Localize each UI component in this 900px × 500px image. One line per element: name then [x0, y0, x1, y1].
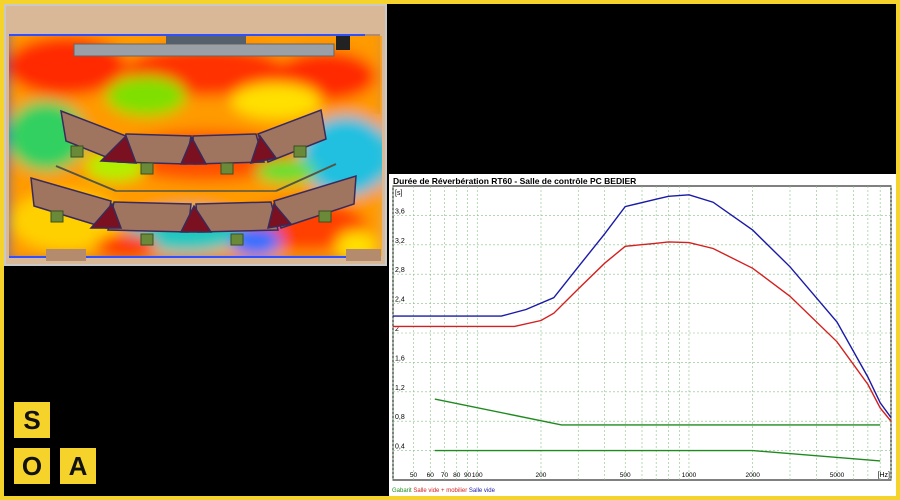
heatmap-image	[6, 6, 385, 264]
x-tick-label: 1000	[682, 472, 697, 479]
chart-plot: 0,40,81,21,622,42,83,23,6[s]50 60 70 80 90 10…	[392, 185, 892, 481]
bottom-cabinet-left	[46, 249, 86, 261]
desk-row-1	[60, 108, 327, 165]
acoustic-heatmap-floorplan	[4, 4, 387, 266]
x-tick-label: 80	[453, 472, 461, 479]
legend-item-salle-vide: Salle vide	[468, 488, 495, 494]
logo-letter-s: S	[14, 402, 50, 438]
equipment-rack	[336, 36, 350, 50]
y-tick-label: 3,2	[395, 238, 405, 245]
x-tick-label: 60	[427, 472, 435, 479]
logo-letter-o: O	[14, 448, 50, 484]
bottom-cabinet-right	[346, 249, 381, 261]
y-tick-label: 1,6	[395, 355, 405, 362]
x-tick-label: 200	[536, 472, 547, 479]
x-tick-label: 2000	[745, 472, 760, 479]
y-tick-label: 1,2	[395, 385, 405, 392]
x-tick-label: 50	[410, 472, 418, 479]
chart-title: Durée de Réverbération RT60 - Salle de c…	[393, 176, 637, 186]
x-tick-label: 100	[472, 472, 483, 479]
logo-letter-a: A	[60, 448, 96, 484]
y-tick-label: 3,6	[395, 208, 405, 215]
console-desk	[73, 43, 335, 57]
rt60-chart: Durée de Réverbération RT60 - Salle de c…	[389, 174, 896, 496]
chart-legend: Gabarit Salle vide + mobilier Salle vide	[392, 488, 495, 494]
x-tick-label: 70	[441, 472, 449, 479]
y-tick-label: 2	[395, 326, 399, 333]
y-tick-label: 0,8	[395, 414, 405, 421]
series-line-2	[434, 398, 881, 426]
chairs	[50, 145, 332, 246]
y-tick-label: 0,4	[395, 444, 405, 451]
cable-run-right	[275, 163, 337, 192]
y-tick-label: 2,8	[395, 267, 405, 274]
series-line-2-lower	[434, 449, 881, 462]
x-axis-label: [Hz]	[878, 472, 891, 479]
series-line-1	[393, 241, 892, 422]
x-tick-label: 500	[620, 472, 631, 479]
legend-item-salle-vide-mobilier: Salle vide + mobilier	[413, 488, 468, 494]
y-axis-label: [s]	[395, 190, 402, 197]
cable-run-left	[55, 165, 117, 192]
x-tick-label: 90	[464, 472, 472, 479]
series-line-0	[393, 194, 892, 418]
legend-item-gabarit: Gabarit	[392, 488, 412, 494]
x-tick-label: 5000	[830, 472, 845, 479]
desk-row-2	[30, 174, 357, 233]
screen-wall	[166, 36, 246, 44]
y-tick-label: 2,4	[395, 297, 405, 304]
soa-logo: S O A	[14, 402, 98, 486]
